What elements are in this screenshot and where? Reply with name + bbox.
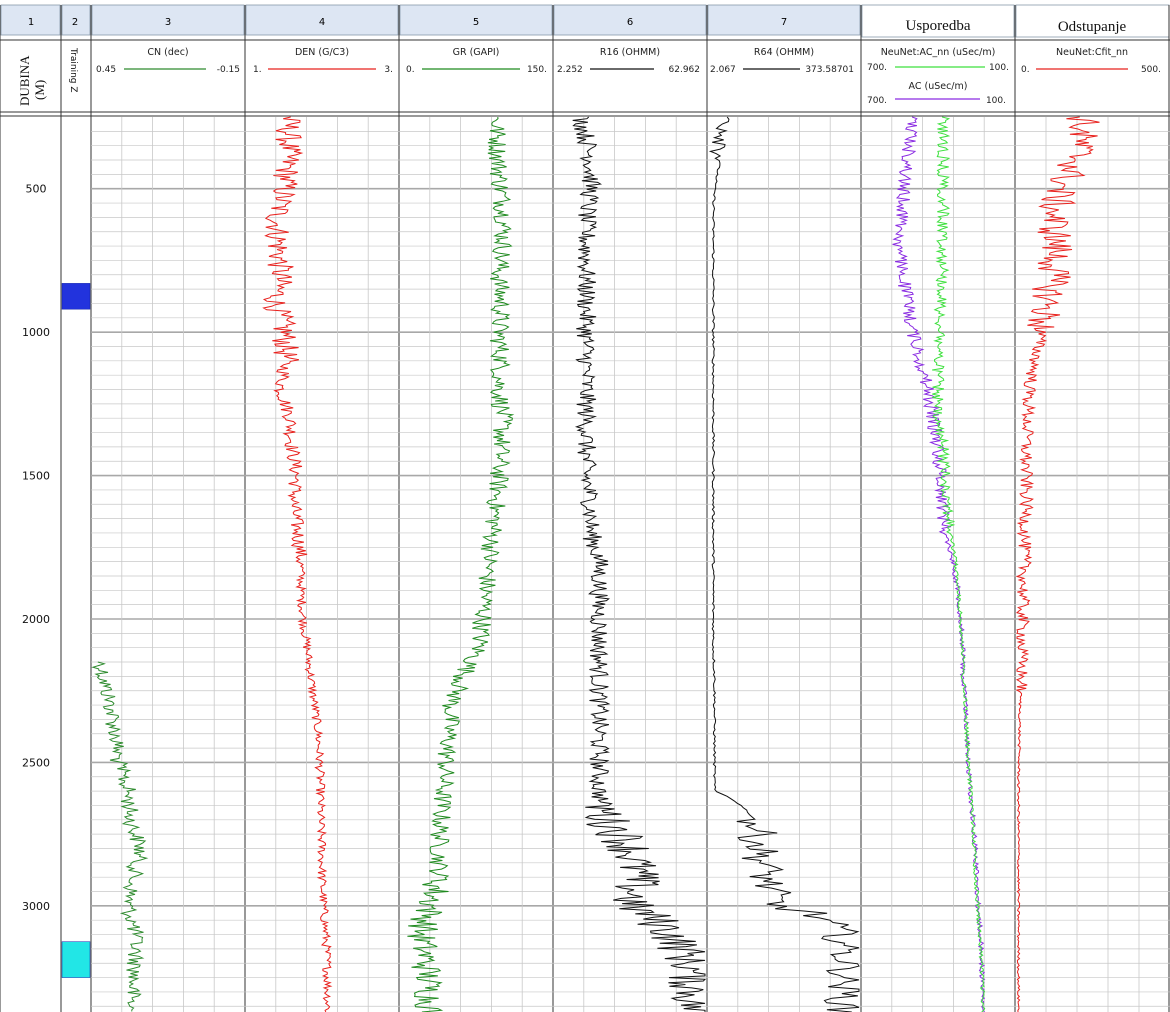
cn-curve (91, 661, 149, 1012)
r16-curve (572, 116, 707, 1012)
track-number-4: 4 (319, 17, 325, 28)
depth-axis-unit: (M) (32, 80, 47, 100)
curves-layer (91, 116, 1100, 1012)
odstupanje-title: Odstupanje (1058, 19, 1127, 35)
ac-scale-left: 700. (867, 96, 887, 106)
gr-title: GR (GAPI) (453, 47, 500, 58)
track-grid (0, 5, 1170, 1012)
track-number-cell (91, 4, 245, 36)
depth-tick-label: 3000 (22, 900, 50, 913)
track-number-cell (861, 4, 1015, 38)
track-number-5: 5 (473, 17, 479, 28)
track-number-cell (707, 4, 861, 36)
header-r64: R64 (OHMM) 2.067 373.58701 (710, 47, 854, 75)
track-number-cell (1015, 4, 1170, 38)
r16-scale-left: 2.252 (557, 65, 583, 75)
ac-title: AC (uSec/m) (909, 81, 968, 92)
ac-scale-right: 100. (986, 96, 1006, 106)
r64-scale-right: 373.58701 (805, 65, 854, 75)
den-scale-left: 1. (253, 65, 262, 75)
ac-curve (892, 116, 986, 1012)
r16-title: R16 (OHMM) (600, 47, 660, 58)
r64-curve (708, 116, 860, 1012)
cn-scale-left: 0.45 (96, 65, 116, 75)
track-number-1: 1 (28, 17, 34, 28)
header-den: DEN (G/C3) 1. 3. (253, 47, 393, 75)
track-number-cell (553, 4, 707, 36)
header-cfit: NeuNet:Cfit_nn 0. 500. (1021, 47, 1161, 75)
training-zone-cyan (61, 941, 91, 978)
track-number-cell (245, 4, 399, 36)
r64-title: R64 (OHMM) (754, 47, 814, 58)
training-zone-track (62, 117, 90, 1012)
r16-scale-right: 62.962 (669, 65, 701, 75)
usporedba-title: Usporedba (906, 18, 971, 34)
gr-scale-right: 150. (527, 65, 547, 75)
depth-tick-label: 500 (26, 183, 47, 196)
depth-axis-label: DUBINA (17, 55, 32, 106)
training-zones (61, 117, 91, 1012)
header-ac-nn: NeuNet:AC_nn (uSec/m) 700. 100. (867, 47, 1009, 73)
header-r16: R16 (OHMM) 2.252 62.962 (557, 47, 700, 75)
header-ac: AC (uSec/m) 700. 100. (867, 81, 1006, 106)
gr-scale-left: 0. (406, 65, 415, 75)
cfit-scale-left: 0. (1021, 65, 1030, 75)
depth-tick-labels: 500 1000 1500 2000 2500 3000 (22, 183, 50, 913)
training-zone-label: Training Z (68, 47, 78, 93)
cn-title: CN (dec) (147, 47, 188, 58)
depth-tick-label: 1000 (22, 326, 50, 339)
ac-nn-scale-right: 100. (989, 63, 1009, 73)
track-number-6: 6 (627, 17, 633, 28)
cfit-scale-right: 500. (1141, 65, 1161, 75)
track-number-cell (0, 4, 61, 36)
den-title: DEN (G/C3) (295, 47, 349, 58)
header-gr: GR (GAPI) 0. 150. (406, 47, 547, 75)
den-curve (262, 116, 333, 1012)
header-cn: CN (dec) 0.45 -0.15 (96, 47, 240, 75)
cfit-curve (1015, 116, 1100, 1012)
ac-nn-title: NeuNet:AC_nn (uSec/m) (881, 47, 996, 58)
r64-scale-left: 2.067 (710, 65, 736, 75)
track-number-cell (399, 4, 553, 36)
depth-tick-label: 1500 (22, 470, 50, 483)
training-zone-blue (61, 283, 91, 310)
cfit-title: NeuNet:Cfit_nn (1056, 47, 1128, 58)
track-number-2: 2 (72, 17, 78, 28)
track-number-cell (61, 4, 91, 36)
ac-nn-curve (932, 116, 986, 1012)
ac-nn-scale-left: 700. (867, 63, 887, 73)
track-number-3: 3 (165, 17, 171, 28)
track-number-strip (0, 4, 1170, 38)
track-number-7: 7 (781, 17, 787, 28)
cn-scale-right: -0.15 (217, 65, 240, 75)
depth-tick-label: 2500 (22, 756, 50, 769)
depth-tick-label: 2000 (22, 613, 50, 626)
gr-curve (407, 116, 515, 1012)
den-scale-right: 3. (384, 65, 393, 75)
